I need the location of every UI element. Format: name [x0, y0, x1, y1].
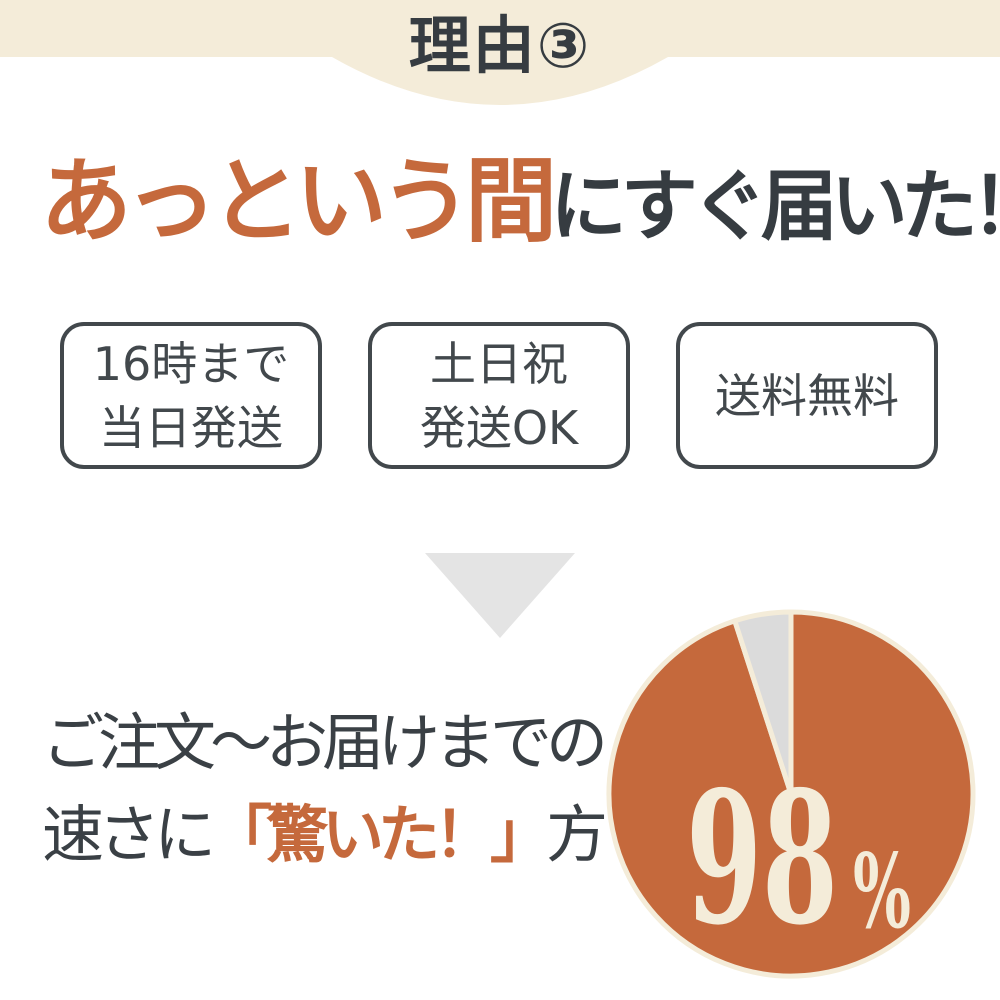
- down-arrow-icon: [425, 553, 575, 638]
- caption-line2-before: 速さに: [42, 798, 216, 871]
- headline-highlight: あっという間: [40, 148, 557, 255]
- badge-line: 送料無料: [715, 368, 899, 423]
- badge-line: 当日発送: [99, 400, 283, 455]
- caption-line1: ご注文〜お届けまでの: [42, 706, 608, 779]
- pie-chart-98-percent: 98 %: [606, 609, 976, 979]
- badge-line: 土日祝: [430, 336, 568, 391]
- badge-line: 発送OK: [419, 400, 579, 455]
- section-title: 理由③: [408, 9, 592, 82]
- pie-slice-minority: [732, 609, 794, 797]
- survey-caption: ご注文〜お届けまでの 速さに「驚いた！」方: [42, 697, 608, 881]
- caption-line2-after: 方: [546, 798, 608, 871]
- feature-badges: 16時まで 当日発送 土日祝 発送OK 送料無料: [60, 322, 938, 469]
- headline-rest: にすぐ届いた！: [550, 163, 1000, 252]
- badge-line: 16時まで: [92, 336, 290, 391]
- headline: あっという間にすぐ届いた！: [40, 153, 1000, 252]
- badge-weekend-shipping: 土日祝 発送OK: [368, 322, 630, 469]
- badge-free-shipping: 送料無料: [676, 322, 938, 469]
- caption-line2: 速さに「驚いた！」方: [42, 789, 608, 881]
- header-band: [0, 0, 1000, 105]
- badge-same-day-shipping: 16時まで 当日発送: [60, 322, 322, 469]
- pie-percent-sign: %: [853, 832, 911, 952]
- pie-percent-value: 98: [686, 751, 838, 965]
- caption-line2-highlight: 「驚いた！」: [210, 798, 552, 871]
